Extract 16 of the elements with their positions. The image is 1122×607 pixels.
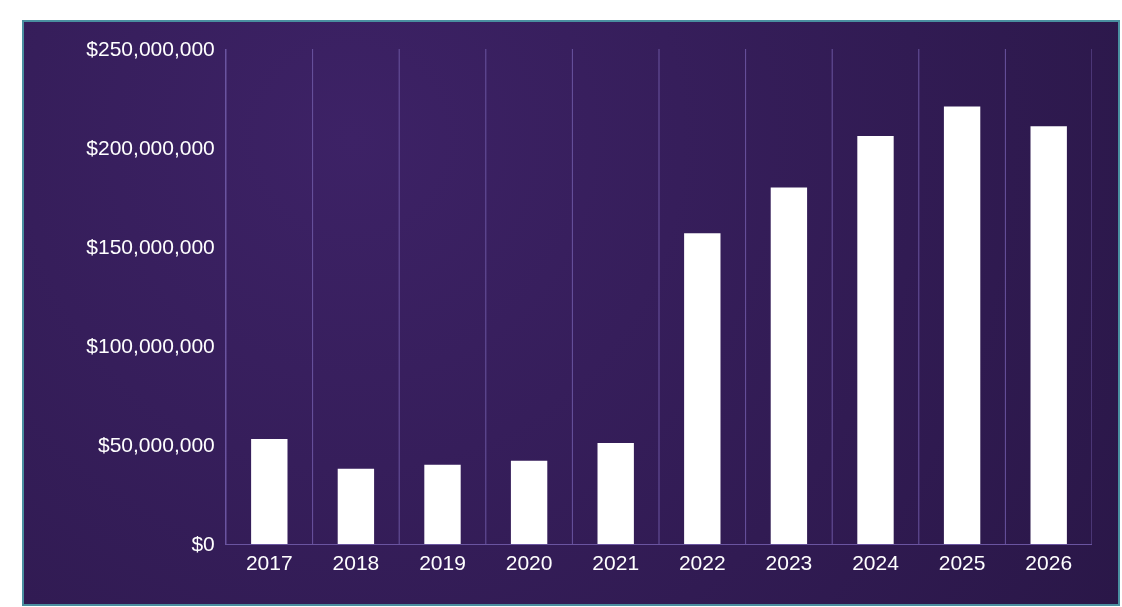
x-tick-label: 2019 <box>419 551 466 575</box>
x-tick-label: 2020 <box>505 551 553 575</box>
x-tick-label: 2023 <box>765 551 813 575</box>
y-tick-label: $100,000,000 <box>86 334 215 358</box>
x-tick-label: 2017 <box>245 551 293 575</box>
x-tick-label: 2018 <box>332 551 380 575</box>
x-tick-label: 2022 <box>678 551 726 575</box>
y-tick-label: $0 <box>191 532 215 556</box>
y-tick-label: $150,000,000 <box>86 235 215 259</box>
y-tick-label: $250,000,000 <box>86 37 215 61</box>
y-tick-label: $50,000,000 <box>98 433 215 457</box>
x-tick-label: 2021 <box>592 551 640 575</box>
x-tick-label: 2025 <box>938 551 986 575</box>
x-tick-label: 2026 <box>1025 551 1073 575</box>
y-tick-label: $200,000,000 <box>86 136 215 160</box>
x-tick-label: 2024 <box>852 551 900 575</box>
